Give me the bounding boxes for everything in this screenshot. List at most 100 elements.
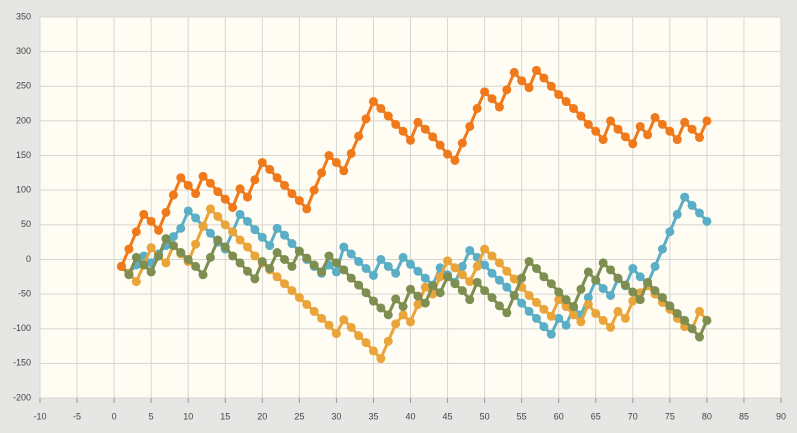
point	[680, 192, 690, 202]
point	[554, 295, 564, 305]
point	[191, 239, 201, 249]
point	[554, 90, 564, 100]
x-tick-label: 50	[480, 411, 490, 421]
point	[383, 261, 393, 271]
point	[546, 311, 556, 321]
point	[546, 81, 556, 91]
point	[687, 200, 697, 210]
point	[235, 209, 245, 219]
x-tick-label: 45	[443, 411, 453, 421]
point	[665, 227, 675, 237]
point	[583, 299, 593, 309]
point	[450, 279, 460, 289]
point	[465, 245, 475, 255]
point	[531, 297, 541, 307]
point	[346, 249, 356, 259]
point	[228, 227, 238, 237]
point	[228, 251, 238, 261]
point	[694, 306, 704, 316]
point	[117, 261, 127, 271]
point	[176, 173, 186, 183]
point	[420, 282, 430, 292]
y-tick-label: -50	[18, 288, 31, 298]
point	[391, 119, 401, 129]
point	[265, 263, 275, 273]
point	[457, 270, 467, 280]
point	[139, 209, 149, 219]
point	[546, 329, 556, 339]
point	[280, 254, 290, 264]
x-tick-label: 35	[368, 411, 378, 421]
point	[531, 263, 541, 273]
point	[480, 286, 490, 296]
point	[287, 239, 297, 249]
point	[524, 257, 534, 267]
point	[235, 184, 245, 194]
point	[494, 275, 504, 285]
point	[509, 274, 519, 284]
point	[620, 132, 630, 142]
point	[628, 287, 638, 297]
point	[383, 336, 393, 346]
y-tick-label: 100	[16, 185, 31, 195]
point	[443, 149, 453, 159]
point	[124, 244, 134, 254]
point	[702, 216, 712, 226]
point	[457, 138, 467, 148]
point	[235, 235, 245, 245]
point	[591, 126, 601, 136]
point	[635, 295, 645, 305]
point	[606, 116, 616, 126]
point	[176, 223, 186, 233]
point	[509, 290, 519, 300]
point	[146, 267, 156, 277]
point	[317, 267, 327, 277]
point	[406, 284, 415, 294]
point	[413, 266, 423, 276]
point	[502, 85, 512, 95]
point	[613, 124, 623, 134]
point	[598, 258, 608, 268]
point	[250, 251, 260, 261]
point	[465, 121, 475, 131]
point	[294, 246, 304, 256]
point	[487, 251, 497, 261]
point	[361, 263, 371, 273]
point	[161, 258, 171, 268]
point	[361, 288, 371, 298]
point	[672, 209, 682, 219]
point	[309, 306, 319, 316]
point	[146, 216, 156, 226]
point	[168, 241, 178, 251]
point	[287, 189, 297, 199]
point	[183, 180, 193, 190]
point	[331, 329, 341, 339]
point	[524, 290, 534, 300]
x-tick-label: 0	[112, 411, 117, 421]
point	[524, 83, 534, 93]
point	[391, 268, 401, 278]
point	[406, 317, 415, 327]
x-tick-label: 70	[628, 411, 638, 421]
point	[561, 302, 571, 312]
point	[643, 277, 653, 287]
point	[324, 320, 334, 330]
x-tick-label: 90	[776, 411, 786, 421]
point	[598, 284, 608, 294]
point	[280, 230, 290, 240]
point	[613, 273, 623, 283]
point	[161, 207, 171, 217]
point	[331, 258, 341, 268]
x-tick-label: 55	[517, 411, 527, 421]
point	[517, 298, 527, 308]
point	[154, 225, 164, 235]
point	[383, 111, 393, 121]
point	[569, 310, 579, 320]
point	[406, 135, 415, 145]
x-tick-label: 5	[149, 411, 154, 421]
point	[606, 265, 616, 275]
point	[694, 208, 704, 218]
point	[406, 259, 415, 269]
point	[628, 139, 638, 149]
